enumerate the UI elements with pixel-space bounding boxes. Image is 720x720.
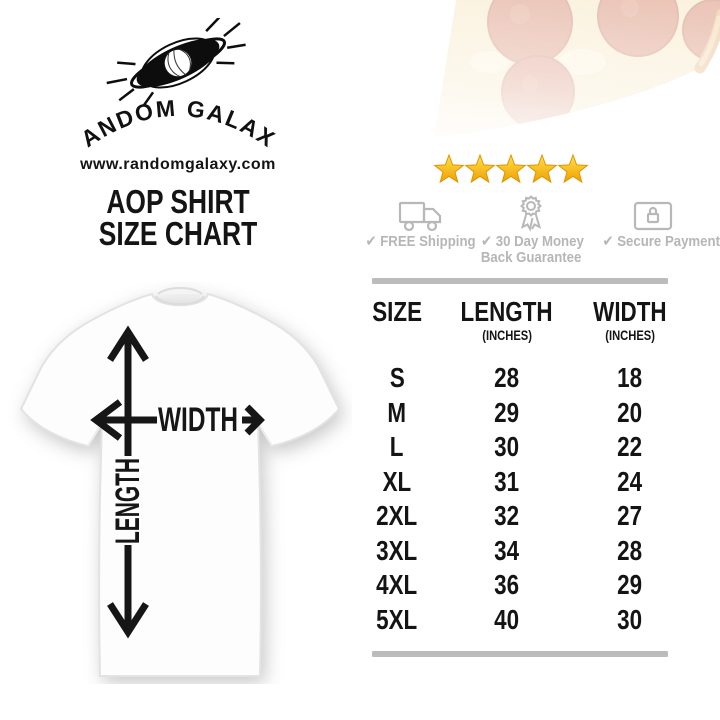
length-value: 28 <box>494 362 520 394</box>
column-header-length: LENGTH (INCHES) <box>460 296 554 344</box>
page-title: AOP SHIRT SIZE CHART <box>0 183 356 252</box>
width-value: 28 <box>617 534 643 566</box>
size-chart-table: SIZE LENGTH (INCHES) WIDTH (INCHES) S 28… <box>352 278 688 657</box>
length-label: LENGTH <box>109 458 147 544</box>
width-value: 18 <box>617 362 643 394</box>
medal-ribbon-icon <box>519 195 543 232</box>
title-line2: SIZE CHART <box>98 215 258 252</box>
table-header: SIZE LENGTH (INCHES) WIDTH (INCHES) <box>352 296 688 344</box>
width-value: 20 <box>617 396 643 428</box>
size-value: 4XL <box>376 569 418 601</box>
length-value: 34 <box>494 534 520 566</box>
size-value: S <box>389 362 405 394</box>
column-header-size: SIZE <box>372 296 422 327</box>
width-value: 30 <box>617 603 643 635</box>
table-row: L 30 22 <box>352 430 688 465</box>
badge-label: FREE Shipping <box>380 233 477 250</box>
length-arrow <box>107 325 149 639</box>
table-row: M 29 20 <box>352 396 688 431</box>
trust-badges: ✔ FREE Shipping ✔ 30 Day Money Back Guar… <box>356 194 720 266</box>
width-value: 22 <box>617 431 643 463</box>
pizza-slice-image <box>420 0 720 170</box>
length-value: 32 <box>494 500 520 532</box>
shirt-diagram: WIDTH LENGTH <box>8 282 352 684</box>
galaxy-eye-icon <box>106 18 246 107</box>
length-value: 29 <box>494 396 520 428</box>
star-icon <box>558 154 588 183</box>
column-header-width: WIDTH (INCHES) <box>593 296 667 344</box>
star-rating <box>432 152 590 188</box>
brand-header: RANDOM GALAXY www.randomgalaxy.com AOP S… <box>0 18 356 250</box>
card-lock-icon <box>633 201 673 231</box>
length-value: 30 <box>494 431 520 463</box>
table-row: 5XL 40 30 <box>352 603 688 638</box>
table-row: 4XL 36 29 <box>352 568 688 603</box>
social-proof: ✔ FREE Shipping ✔ 30 Day Money Back Guar… <box>356 152 720 266</box>
length-value: 40 <box>494 603 520 635</box>
size-value: M <box>387 396 407 428</box>
width-arrow <box>90 399 265 441</box>
table-row: S 28 18 <box>352 361 688 396</box>
divider-bottom <box>372 651 668 657</box>
badge-label-line1: 30 Day Money <box>495 233 584 250</box>
star-icon <box>496 154 526 183</box>
size-value: 3XL <box>376 534 418 566</box>
star-icon <box>465 154 495 183</box>
pizza-slice-icon <box>434 0 720 138</box>
check-icon: ✔ <box>365 233 378 250</box>
width-value: 27 <box>617 500 643 532</box>
size-value: 2XL <box>376 500 418 532</box>
tshirt-graphic <box>19 287 341 677</box>
length-value: 36 <box>494 569 520 601</box>
divider-top <box>372 278 668 284</box>
star-icon <box>527 154 557 183</box>
truck-icon <box>398 201 442 232</box>
size-value: L <box>390 431 404 463</box>
badge-label: Secure Payments <box>617 233 720 250</box>
table-body: S 28 18 M 29 20 L 30 22 XL 31 24 2XL 32 <box>352 361 688 637</box>
check-icon: ✔ <box>602 233 614 250</box>
badge-money-back: ✔ 30 Day Money Back Guarantee <box>474 194 588 266</box>
table-row: 2XL 32 27 <box>352 499 688 534</box>
star-icon <box>434 154 464 183</box>
check-icon: ✔ <box>481 233 493 250</box>
width-value: 24 <box>617 465 643 497</box>
brand-website: www.randomgalaxy.com <box>80 156 276 173</box>
badge-free-shipping: ✔ FREE Shipping <box>356 194 486 250</box>
width-value: 29 <box>617 569 643 601</box>
length-value: 31 <box>494 465 520 497</box>
size-value: 5XL <box>376 603 418 635</box>
badge-secure-payments: ✔ Secure Payments <box>594 194 720 250</box>
brand-logo: RANDOM GALAXY <box>63 18 279 153</box>
table-row: XL 31 24 <box>352 465 688 500</box>
width-label: WIDTH <box>158 401 238 439</box>
title-line1: AOP SHIRT <box>106 183 250 220</box>
size-value: XL <box>382 465 412 497</box>
badge-label-line2: Back Guarantee <box>480 249 582 266</box>
table-row: 3XL 34 28 <box>352 534 688 569</box>
